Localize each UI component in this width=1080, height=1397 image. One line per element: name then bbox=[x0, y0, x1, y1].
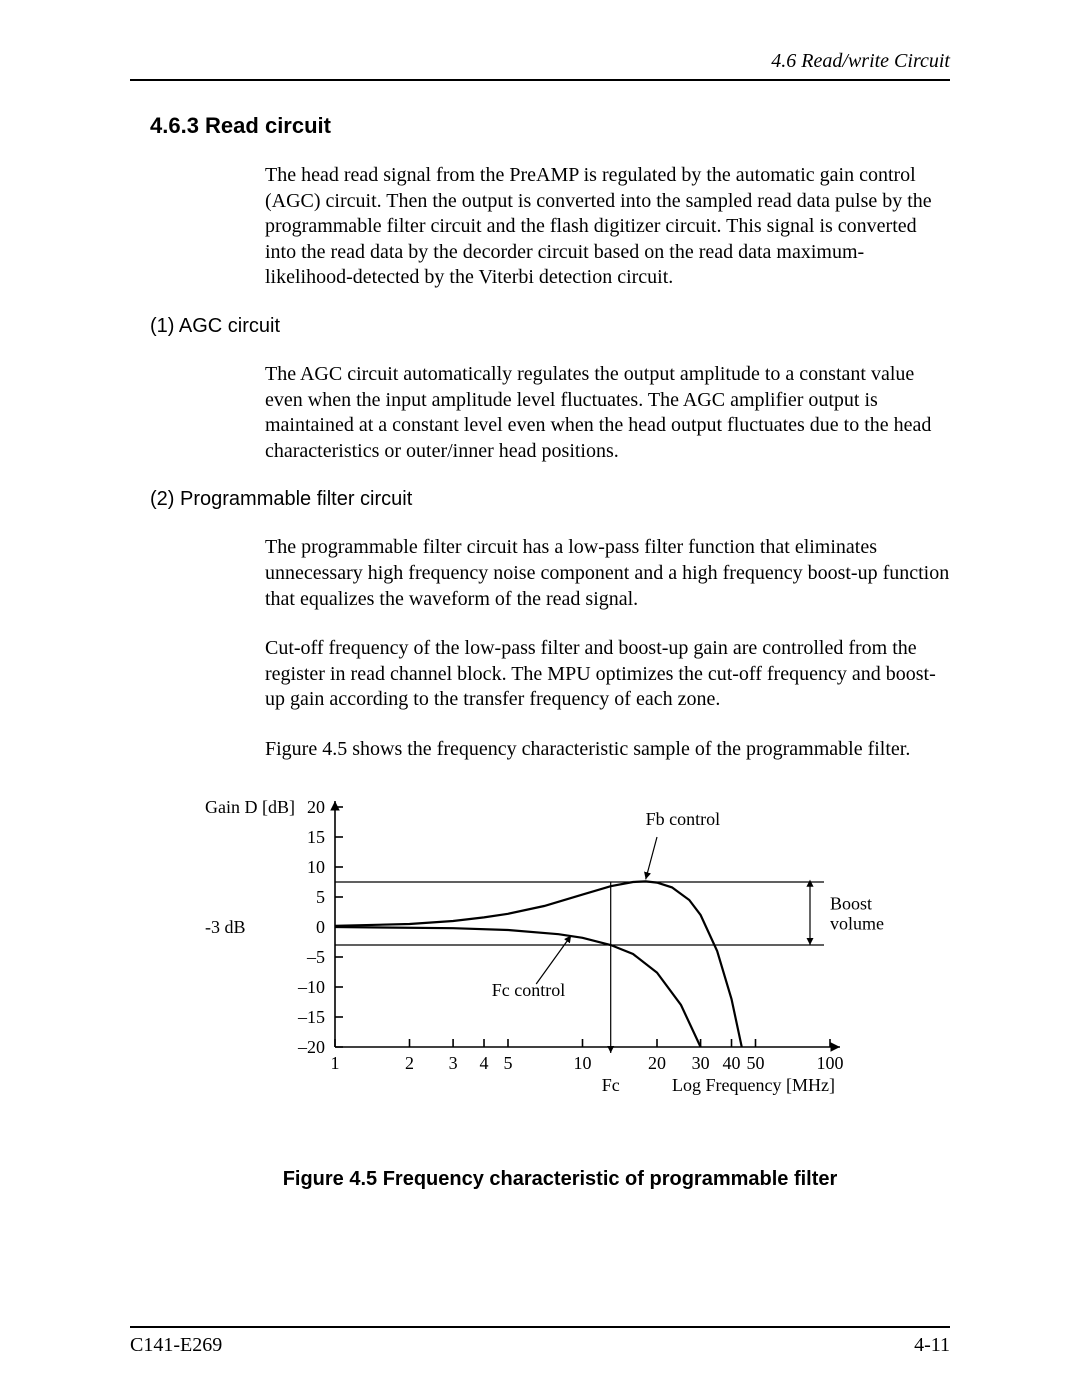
figure-caption: Figure 4.5 Frequency characteristic of p… bbox=[170, 1168, 950, 1191]
subhead-agc: (1) AGC circuit bbox=[150, 315, 950, 338]
svg-text:Fc: Fc bbox=[602, 1075, 620, 1095]
svg-text:2: 2 bbox=[405, 1053, 414, 1073]
filter-paragraph-2: Cut-off frequency of the low-pass filter… bbox=[265, 636, 950, 713]
svg-text:Log Frequency [MHz]: Log Frequency [MHz] bbox=[672, 1075, 835, 1095]
svg-text:–15: –15 bbox=[297, 1007, 325, 1027]
svg-text:20: 20 bbox=[307, 797, 325, 817]
svg-text:Boost: Boost bbox=[830, 893, 872, 913]
svg-text:100: 100 bbox=[817, 1053, 844, 1073]
svg-text:15: 15 bbox=[307, 827, 325, 847]
svg-text:5: 5 bbox=[503, 1053, 512, 1073]
svg-text:Fb control: Fb control bbox=[646, 809, 721, 829]
filter-paragraph-3: Figure 4.5 shows the frequency character… bbox=[265, 737, 950, 763]
intro-paragraph: The head read signal from the PreAMP is … bbox=[265, 163, 950, 291]
agc-paragraph: The AGC circuit automatically regulates … bbox=[265, 362, 950, 464]
running-title: 4.6 Read/write Circuit bbox=[771, 50, 950, 72]
svg-text:Fc control: Fc control bbox=[492, 980, 566, 1000]
running-header: 4.6 Read/write Circuit bbox=[130, 50, 950, 81]
svg-text:40: 40 bbox=[723, 1053, 741, 1073]
svg-text:50: 50 bbox=[746, 1053, 764, 1073]
footer-right: 4-11 bbox=[914, 1334, 950, 1357]
svg-text:0: 0 bbox=[316, 917, 325, 937]
subhead-filter: (2) Programmable filter circuit bbox=[150, 488, 950, 511]
svg-text:20: 20 bbox=[648, 1053, 666, 1073]
svg-text:-3 dB: -3 dB bbox=[205, 917, 246, 937]
svg-text:3: 3 bbox=[449, 1053, 458, 1073]
svg-text:Gain D [dB]: Gain D [dB] bbox=[205, 797, 295, 817]
footer-left: C141-E269 bbox=[130, 1334, 222, 1357]
svg-text:10: 10 bbox=[574, 1053, 592, 1073]
figure-4-5: 20151050–5–10–15–20123451020304050100Boo… bbox=[170, 787, 950, 1191]
section-title: 4.6.3 Read circuit bbox=[150, 113, 950, 139]
svg-text:volume: volume bbox=[830, 913, 884, 933]
svg-text:1: 1 bbox=[331, 1053, 340, 1073]
svg-text:30: 30 bbox=[692, 1053, 710, 1073]
figure-svg: 20151050–5–10–15–20123451020304050100Boo… bbox=[170, 787, 950, 1127]
svg-text:5: 5 bbox=[316, 887, 325, 907]
svg-text:10: 10 bbox=[307, 857, 325, 877]
svg-text:4: 4 bbox=[480, 1053, 489, 1073]
svg-text:–20: –20 bbox=[297, 1037, 325, 1057]
page-footer: C141-E269 4-11 bbox=[130, 1326, 950, 1357]
svg-text:–5: –5 bbox=[306, 947, 325, 967]
svg-text:–10: –10 bbox=[297, 977, 325, 997]
page: 4.6 Read/write Circuit 4.6.3 Read circui… bbox=[0, 0, 1080, 1397]
filter-paragraph-1: The programmable filter circuit has a lo… bbox=[265, 535, 950, 612]
